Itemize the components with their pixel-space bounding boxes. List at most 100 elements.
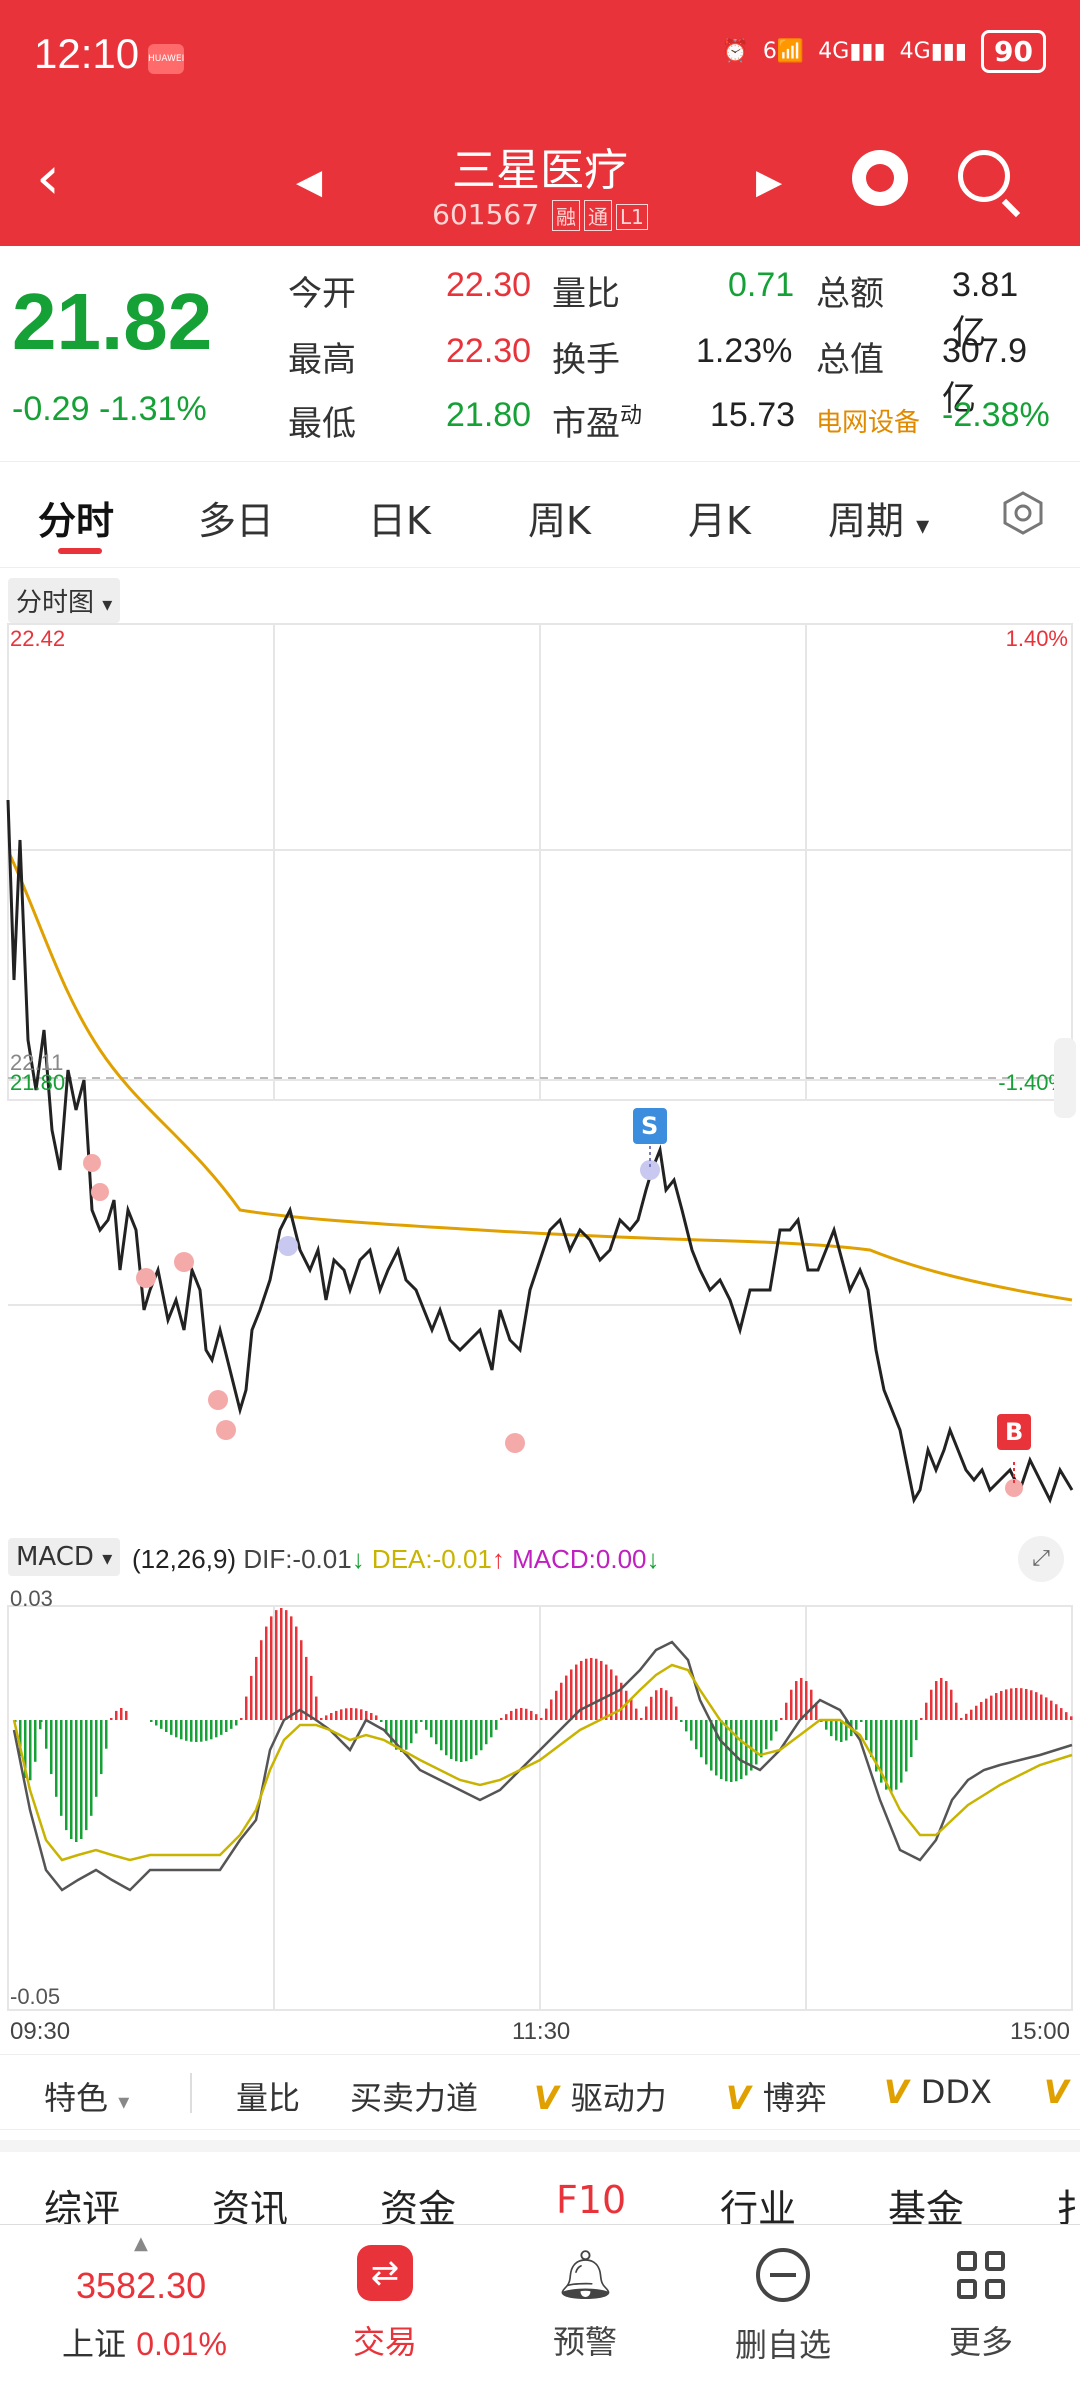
macd-bar [90, 1720, 93, 1816]
tab-multiday[interactable]: 多日 [198, 499, 275, 543]
section-overview[interactable]: 综评 [44, 2187, 121, 2231]
macd-bar [1065, 1712, 1068, 1720]
sector-row[interactable]: 电网设备 -2.38% [816, 396, 1050, 440]
nav-remove-watchlist[interactable]: 删自选 [718, 2245, 848, 2366]
macd-bar [745, 1720, 748, 1776]
macd-bar [790, 1689, 793, 1720]
macd-bar [685, 1720, 688, 1732]
tab-period[interactable]: 周期 ▾ [828, 499, 930, 543]
feature-dropdown[interactable]: 特色 ▾ [44, 2079, 130, 2117]
macd-bar [565, 1675, 568, 1720]
sell-marker[interactable]: S [641, 1112, 659, 1140]
macd-bar [325, 1715, 328, 1720]
macd-bar [210, 1720, 213, 1740]
stock-code: 601567 [432, 198, 540, 231]
feature-buy-sell-power[interactable]: 买卖力道 [350, 2079, 479, 2117]
macd-bar [920, 1718, 923, 1720]
macd-bar [65, 1720, 68, 1831]
stock-name: 三星医疗 [452, 145, 628, 196]
buy-dot [91, 1183, 109, 1201]
buy-marker[interactable]: B [1005, 1418, 1024, 1446]
feature-driving-force[interactable]: V 驱动力 [534, 2079, 667, 2117]
chart-area[interactable]: 分时图 ▾ [0, 570, 1080, 2050]
feature-game[interactable]: V 博弈 [726, 2079, 827, 2117]
sell-marker-bg [633, 1108, 667, 1144]
back-icon[interactable]: ‹ [36, 143, 60, 213]
chart-type-selector[interactable]: 分时图 ▾ [8, 578, 121, 623]
side-drawer-handle[interactable] [1054, 1038, 1076, 1118]
section-f10[interactable]: F10 [556, 2178, 627, 2222]
index-line[interactable]: 上证 0.01% [62, 2319, 227, 2365]
tab-daily-k[interactable]: 日K [368, 499, 431, 543]
sector-change: -2.38% [942, 396, 1050, 434]
mascot-icon[interactable] [852, 150, 908, 206]
section-fund[interactable]: 基金 [888, 2187, 965, 2231]
alarm-icon: ⏰ [721, 39, 749, 64]
battery-icon: 90 [981, 30, 1046, 73]
market-cap-row: 总值 307.9亿 [816, 332, 1028, 418]
section-tabs: 综评 资讯 资金 F10 行业 基金 扌 [0, 2140, 1080, 2231]
macd-bar [1025, 1688, 1028, 1720]
change-percent: -1.31% [98, 390, 207, 428]
sell-dot [640, 1160, 660, 1180]
sector-name[interactable]: 电网设备 [816, 408, 921, 438]
macd-bar [975, 1705, 978, 1720]
nav-trade[interactable]: ⇄ 交易 [320, 2245, 450, 2363]
time-start: 09:30 [10, 2018, 71, 2045]
macd-bar [340, 1709, 343, 1720]
settings-hex-icon[interactable] [1000, 490, 1046, 536]
price-change: -0.29 -1.31% [12, 390, 207, 429]
macd-bar [170, 1720, 173, 1735]
macd-bar [465, 1720, 468, 1762]
trade-icon: ⇄ [355, 2245, 415, 2305]
macd-bar [705, 1720, 708, 1765]
section-news[interactable]: 资讯 [212, 2187, 289, 2231]
macd-bar [235, 1720, 238, 1726]
indicator-selector[interactable]: MACD ▾ [8, 1538, 121, 1576]
macd-bar [815, 1702, 818, 1720]
buy-dot [83, 1154, 101, 1172]
macd-bar [550, 1699, 553, 1720]
buy-dot [216, 1420, 236, 1440]
macd-bar [775, 1720, 778, 1732]
macd-bar [520, 1708, 523, 1720]
macd-bar [95, 1720, 98, 1797]
feature-more-v[interactable]: V [1044, 2073, 1069, 2111]
macd-bar [945, 1681, 948, 1720]
macd-bar [830, 1720, 833, 1737]
section-more[interactable]: 扌 [1056, 2187, 1080, 2231]
macd-bar [70, 1720, 73, 1839]
macd-bar [560, 1682, 563, 1720]
prev-stock-icon[interactable]: ◀ [296, 162, 323, 202]
section-funds-flow[interactable]: 资金 [380, 2187, 457, 2231]
macd-bar [900, 1720, 903, 1783]
macd-bar [650, 1696, 653, 1720]
macd-bar [970, 1709, 973, 1720]
next-stock-icon[interactable]: ▶ [756, 162, 783, 202]
search-icon[interactable] [958, 150, 1010, 202]
macd-bar [990, 1695, 993, 1720]
tab-weekly-k[interactable]: 周K [528, 499, 591, 543]
bell-icon: 🔔︎ [555, 2247, 616, 2303]
prev-close-label: 22.11 [10, 1050, 64, 1075]
index-value[interactable]: 3582.30 [76, 2265, 207, 2306]
macd-bar [805, 1681, 808, 1720]
macd-bar [545, 1708, 548, 1720]
chart-drawing [6, 623, 1074, 2011]
macd-bar [955, 1702, 958, 1720]
macd-bar [635, 1708, 638, 1720]
feature-volume-ratio[interactable]: 量比 [236, 2079, 301, 2117]
nav-alert[interactable]: 🔔︎ 预警 [552, 2247, 617, 2361]
tab-intraday[interactable]: 分时 [38, 499, 115, 543]
macd-bar [1010, 1688, 1013, 1720]
macd-bar [670, 1696, 673, 1720]
macd-bar [740, 1720, 743, 1780]
feature-ddx[interactable]: V DDX [884, 2073, 992, 2111]
tab-monthly-k[interactable]: 月K [688, 499, 751, 543]
section-industry[interactable]: 行业 [720, 2187, 797, 2231]
macd-bar [400, 1720, 403, 1752]
macd-bar [260, 1640, 263, 1720]
nav-more[interactable]: 更多 [916, 2245, 1046, 2363]
macd-bar [535, 1714, 538, 1720]
expand-icon[interactable]: ⤢ [1018, 1536, 1064, 1582]
